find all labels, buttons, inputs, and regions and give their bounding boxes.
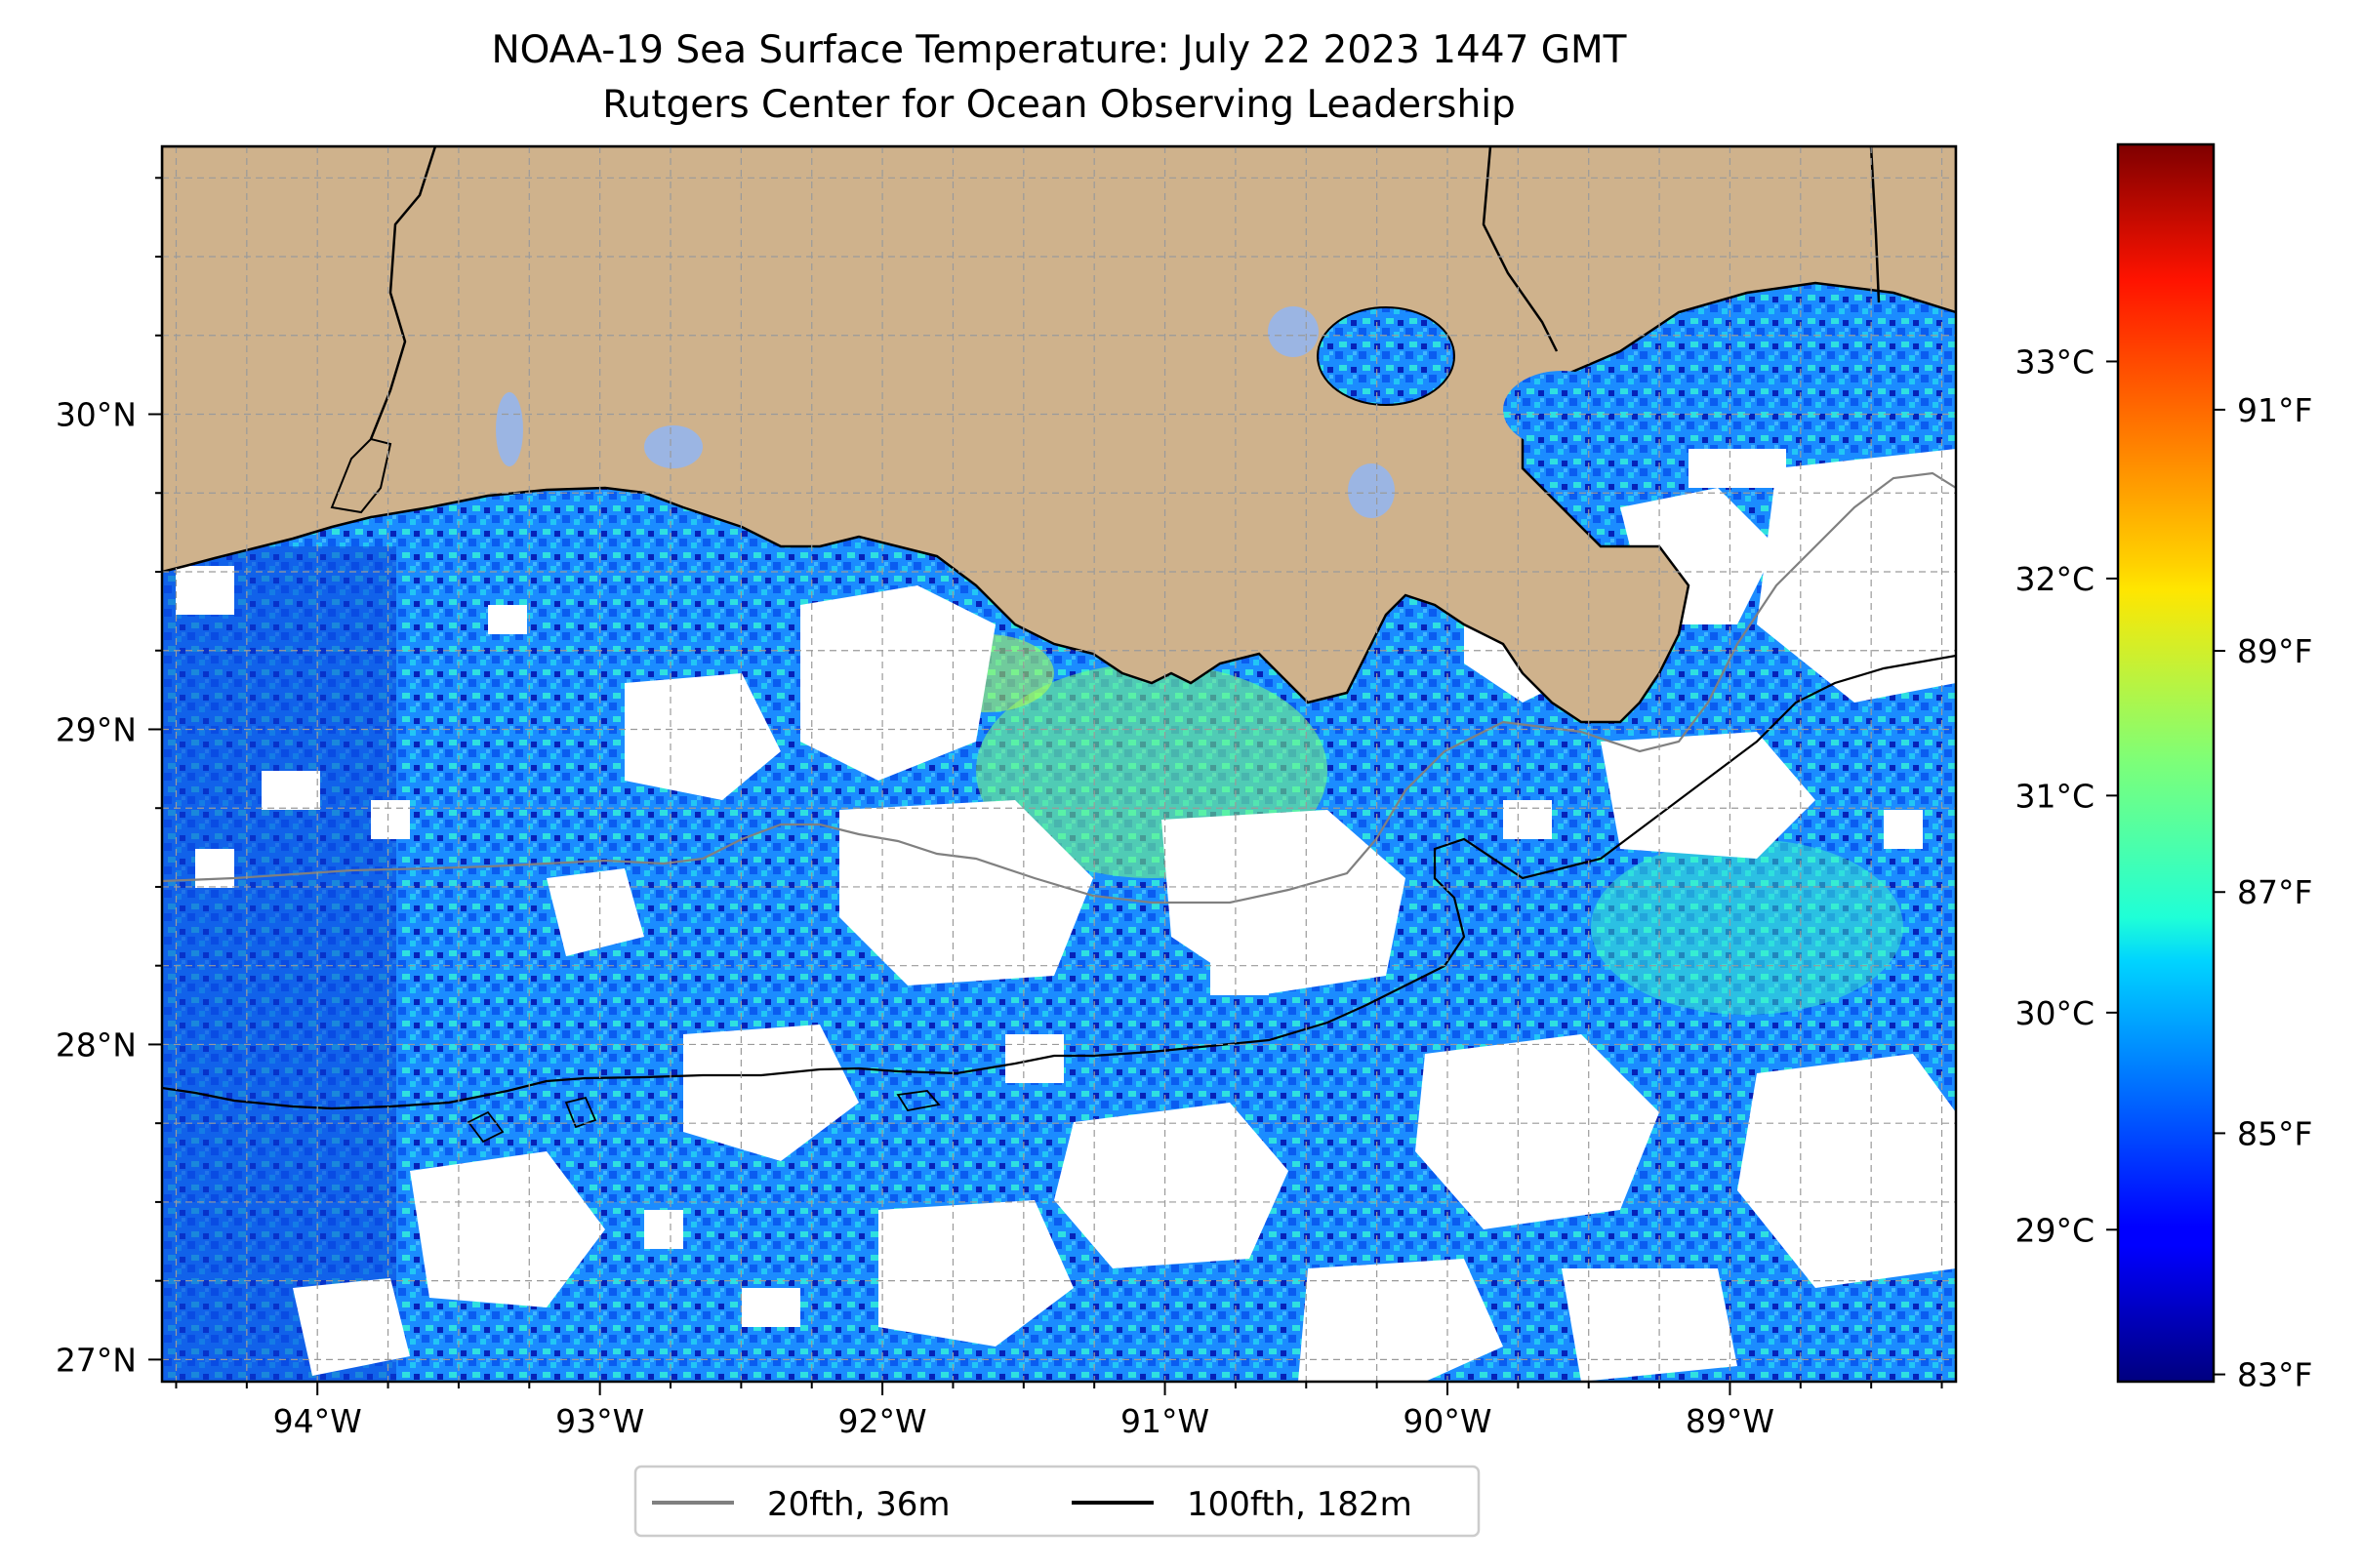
lat-tick-label: 27°N bbox=[56, 1341, 137, 1379]
celsius-tick-label: 30°C bbox=[2014, 994, 2095, 1032]
contour-100fth-182m bbox=[162, 654, 1956, 1110]
map-gridlines bbox=[162, 146, 1956, 1382]
fahrenheit-tick-label: 91°F bbox=[2237, 391, 2312, 429]
fahrenheit-tick-label: 87°F bbox=[2237, 873, 2312, 911]
colorbar bbox=[2116, 142, 2216, 1384]
lon-tick-label: 89°W bbox=[1686, 1402, 1774, 1440]
lon-tick-label: 90°W bbox=[1403, 1402, 1491, 1440]
legend-label-100fth: 100fth, 182m bbox=[1187, 1485, 1412, 1524]
lon-tick-label: 94°W bbox=[273, 1402, 362, 1440]
celsius-tick-label: 29°C bbox=[2014, 1211, 2095, 1249]
grand-lake bbox=[644, 425, 703, 468]
chart-subtitle: Rutgers Center for Ocean Observing Leade… bbox=[602, 83, 1516, 127]
lon-tick-label: 91°W bbox=[1120, 1402, 1209, 1440]
lon-tick-label: 93°W bbox=[555, 1402, 644, 1440]
lat-tick-label: 30°N bbox=[56, 396, 137, 434]
legend: 20fth, 36m 100fth, 182m bbox=[633, 1465, 1481, 1538]
latitude-axis: 27°N 28°N 29°N 30°N bbox=[56, 177, 162, 1379]
bay-water-east bbox=[1503, 371, 1620, 449]
lat-tick-label: 28°N bbox=[56, 1025, 137, 1064]
lake-maurepas bbox=[1268, 306, 1319, 357]
colorbar-celsius-axis: 29°C 30°C 31°C 32°C 33°C bbox=[2014, 342, 2118, 1249]
lat-tick-label: 29°N bbox=[56, 710, 137, 748]
fahrenheit-tick-label: 85°F bbox=[2237, 1114, 2312, 1152]
lon-tick-label: 92°W bbox=[838, 1402, 927, 1440]
fahrenheit-tick-label: 89°F bbox=[2237, 632, 2312, 670]
deep-water-western-band bbox=[162, 546, 396, 1382]
warm-patch-offshore bbox=[1591, 839, 1903, 1015]
celsius-tick-label: 33°C bbox=[2014, 342, 2095, 381]
legend-box bbox=[633, 1465, 1481, 1538]
chart-title: NOAA-19 Sea Surface Temperature: July 22… bbox=[491, 28, 1626, 72]
bank-contours bbox=[467, 1090, 941, 1144]
fahrenheit-tick-label: 83°F bbox=[2237, 1356, 2312, 1394]
map-area bbox=[162, 146, 1956, 1382]
contour-20fth-36m bbox=[162, 471, 1956, 905]
colorbar-fahrenheit-axis: 83°F 85°F 87°F 89°F 91°F bbox=[2214, 391, 2312, 1394]
calcasieu-lake bbox=[496, 392, 523, 466]
texas-louisiana-border bbox=[369, 146, 437, 440]
celsius-tick-label: 31°C bbox=[2014, 777, 2095, 815]
legend-label-20fth: 20fth, 36m bbox=[767, 1485, 951, 1524]
map-frame bbox=[160, 144, 1958, 1384]
celsius-tick-label: 32°C bbox=[2014, 560, 2095, 598]
mississippi-alabama-border bbox=[1869, 146, 1881, 303]
sabine-lake-lagoon bbox=[330, 437, 392, 514]
lake-pontchartrain-outline bbox=[1317, 306, 1455, 406]
louisiana-mississippi-border bbox=[1482, 146, 1559, 352]
lake-salvador bbox=[1348, 463, 1395, 518]
longitude-axis: 94°W 93°W 92°W 91°W 90°W 89°W bbox=[175, 1382, 1943, 1440]
louisiana-texas-land bbox=[162, 146, 1956, 724]
